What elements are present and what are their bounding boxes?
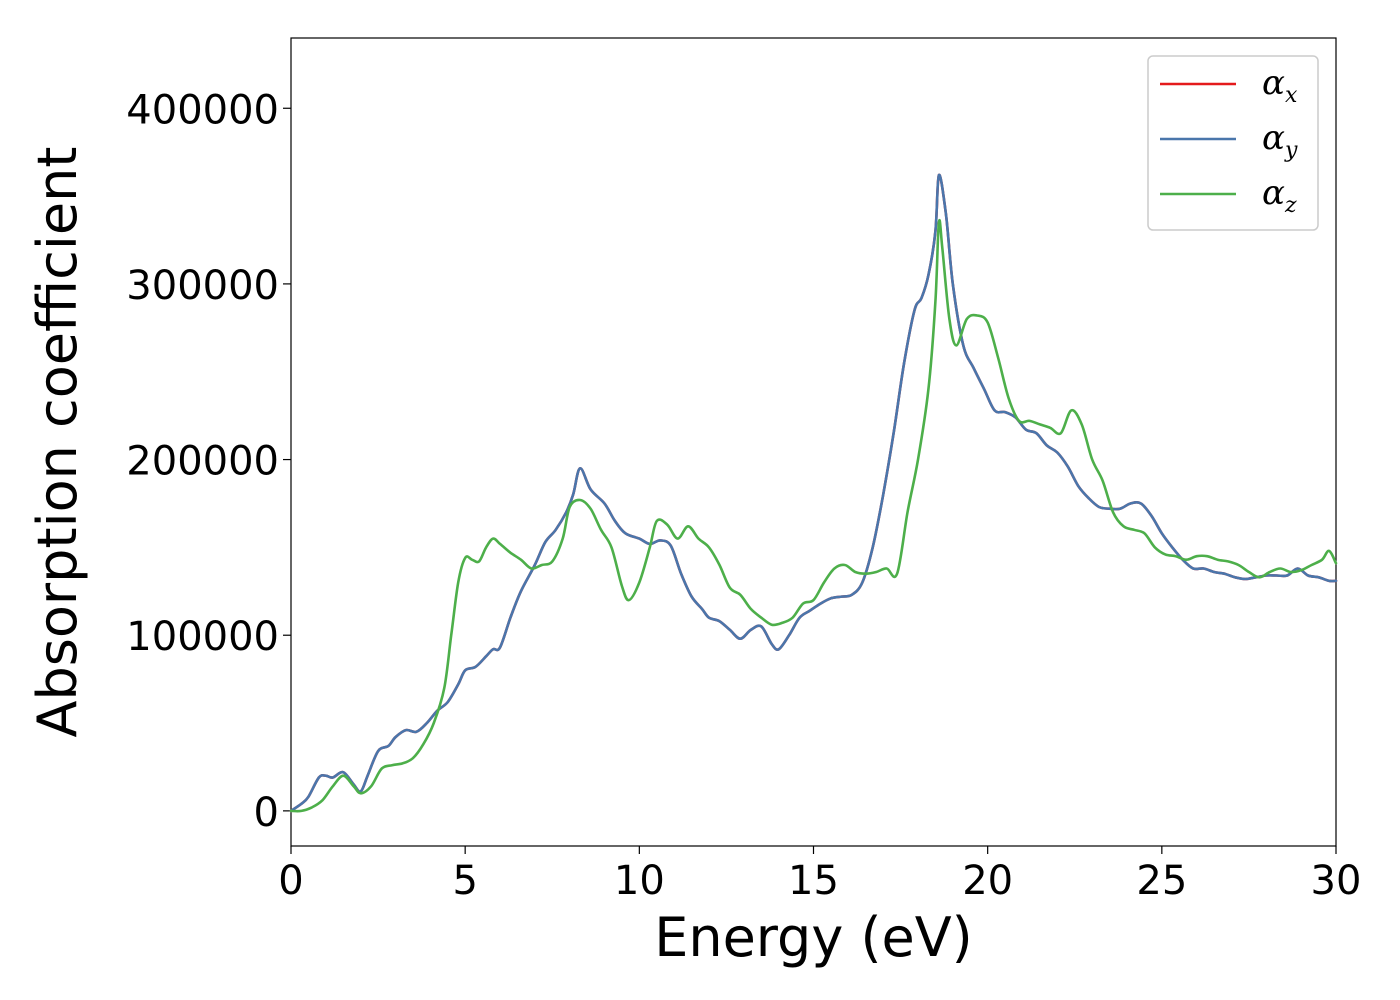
series-line-alpha-z bbox=[289, 219, 1338, 813]
legend-frame bbox=[1147, 55, 1319, 231]
y-tick-label: 0 bbox=[254, 790, 279, 836]
legend-symbol: α bbox=[1262, 173, 1285, 213]
x-tick-label: 25 bbox=[1136, 858, 1187, 904]
y-axis: 0 100000 200000 300000 400000 bbox=[126, 87, 291, 836]
legend-symbol: α bbox=[1262, 118, 1285, 158]
series-lines bbox=[289, 173, 1338, 813]
y-tick-label: 100000 bbox=[126, 614, 279, 660]
legend-label-alpha-x: αx bbox=[1262, 63, 1298, 108]
legend-label-alpha-z: αz bbox=[1262, 173, 1297, 218]
y-axis-label: Absorption coefficient bbox=[26, 147, 89, 738]
x-axis: 0 5 10 15 20 25 30 bbox=[278, 846, 1361, 904]
legend-label-alpha-y: αy bbox=[1262, 118, 1298, 163]
y-tick-label: 400000 bbox=[126, 87, 279, 133]
x-tick-label: 15 bbox=[788, 858, 839, 904]
legend-subscript: x bbox=[1285, 83, 1298, 108]
legend-subscript: y bbox=[1284, 138, 1298, 163]
x-tick-label: 5 bbox=[452, 858, 477, 904]
x-axis-label: Energy (eV) bbox=[654, 906, 973, 969]
x-tick-label: 20 bbox=[962, 858, 1013, 904]
series-line-alpha-y bbox=[289, 173, 1338, 813]
y-tick-label: 300000 bbox=[126, 263, 279, 309]
x-tick-label: 0 bbox=[278, 858, 303, 904]
x-tick-label: 10 bbox=[614, 858, 665, 904]
y-tick-label: 200000 bbox=[126, 439, 279, 485]
legend-subscript: z bbox=[1284, 193, 1297, 218]
x-tick-label: 30 bbox=[1311, 858, 1362, 904]
legend-symbol: α bbox=[1262, 63, 1285, 103]
